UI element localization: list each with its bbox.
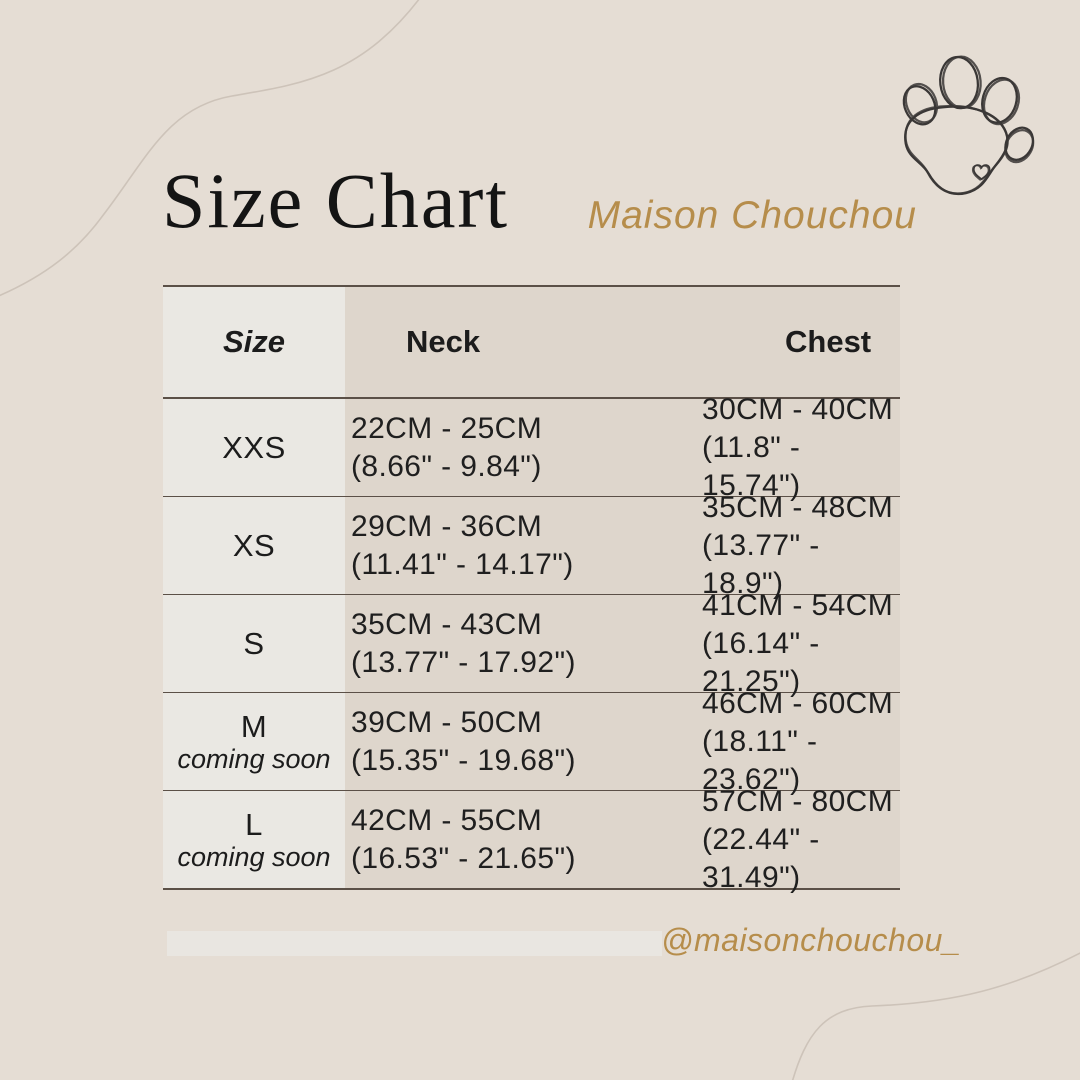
neck-cm: 42CM - 55CM [351,803,543,837]
header-size-label: Size [222,324,286,359]
chest-cell: 41CM - 54CM (16.14" - 21.25") [620,589,900,698]
neck-cell: 22CM - 25CM (8.66" - 9.84") [345,399,620,496]
chest-inches: (18.11" - 23.62") [702,724,818,796]
size-cell: XXS [163,399,345,496]
chest-cm: 46CM - 60CM [702,686,894,720]
neck-inches: (15.35" - 19.68") [351,743,576,777]
brand-name: Maison Chouchou [587,194,917,237]
size-chart-table: Size Neck Chest XXS 22CM - 25CM (8.66" -… [163,285,900,894]
size-value: XS [232,527,276,563]
chest-cm: 35CM - 48CM [702,490,894,524]
chest-inches: (22.44" - 31.49") [702,822,820,894]
footer-highlight-bar [167,931,662,956]
size-note: coming soon [177,841,331,872]
neck-inches: (8.66" - 9.84") [351,449,542,483]
header-chest-label: Chest [785,324,872,359]
page-title: Size Chart [162,157,510,244]
neck-cm: 35CM - 43CM [351,607,543,641]
table-row: S 35CM - 43CM (13.77" - 17.92") 41CM - 5… [163,589,900,698]
size-value: S [243,625,265,661]
header-size-cell: Size [163,287,345,397]
chest-cell: 46CM - 60CM (18.11" - 23.62") [620,687,900,796]
social-handle: @maisonchouchou_ [661,922,962,958]
table-row: L coming soon 42CM - 55CM (16.53" - 21.6… [163,785,900,894]
chest-cm: 41CM - 54CM [702,588,894,622]
paw-with-heart-icon [894,50,1036,199]
chest-cell: 35CM - 48CM (13.77" - 18.9") [620,491,900,600]
size-cell: L coming soon [163,791,345,888]
chest-inches: (16.14" - 21.25") [702,626,820,698]
neck-cell: 35CM - 43CM (13.77" - 17.92") [345,595,620,692]
neck-cell: 29CM - 36CM (11.41" - 14.17") [345,497,620,594]
chest-inches: (13.77" - 18.9") [702,528,820,600]
chest-cm: 30CM - 40CM [702,392,894,426]
neck-cell: 42CM - 55CM (16.53" - 21.65") [345,791,620,888]
table-header-row: Size Neck Chest [163,287,900,399]
chest-cell: 57CM - 80CM (22.44" - 31.49") [620,785,900,894]
neck-cm: 29CM - 36CM [351,509,543,543]
size-note: coming soon [177,743,331,774]
header-neck-cell: Neck [345,287,620,397]
table-row: XS 29CM - 36CM (11.41" - 14.17") 35CM - … [163,491,900,600]
neck-inches: (13.77" - 17.92") [351,645,576,679]
table-row: XXS 22CM - 25CM (8.66" - 9.84") 30CM - 4… [163,393,900,502]
neck-cm: 39CM - 50CM [351,705,543,739]
chest-inches: (11.8" - 15.74") [702,430,801,502]
chest-cell: 30CM - 40CM (11.8" - 15.74") [620,393,900,502]
size-cell: M coming soon [163,693,345,790]
size-value: XXS [222,429,286,465]
size-cell: S [163,595,345,692]
chest-cm: 57CM - 80CM [702,784,894,818]
neck-inches: (11.41" - 14.17") [351,547,574,581]
header-chest-cell: Chest [620,287,900,397]
neck-inches: (16.53" - 21.65") [351,841,576,875]
size-cell: XS [163,497,345,594]
neck-cm: 22CM - 25CM [351,411,543,445]
table-row: M coming soon 39CM - 50CM (15.35" - 19.6… [163,687,900,796]
header-neck-label: Neck [406,324,481,359]
size-value: M [240,708,268,744]
neck-cell: 39CM - 50CM (15.35" - 19.68") [345,693,620,790]
size-value: L [245,806,263,842]
